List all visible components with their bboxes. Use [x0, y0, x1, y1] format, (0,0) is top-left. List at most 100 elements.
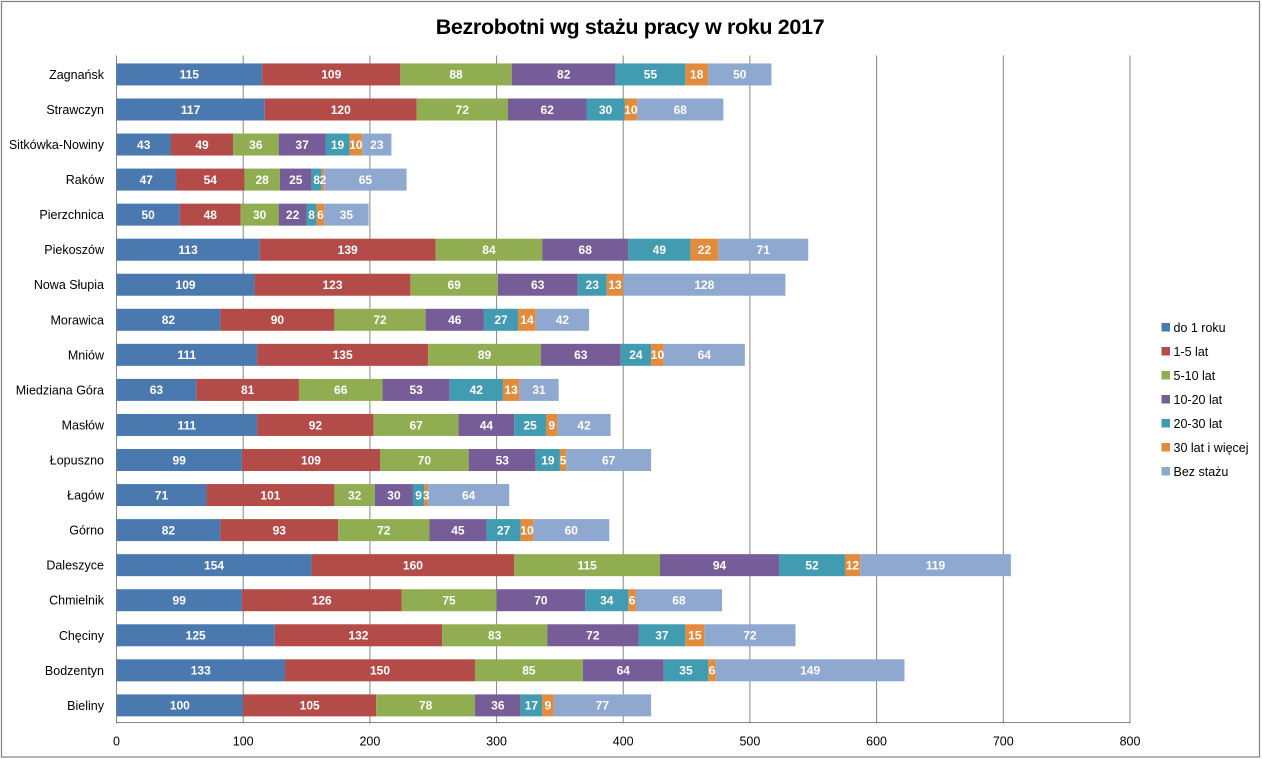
- svg-text:81: 81: [241, 383, 255, 397]
- svg-text:5: 5: [560, 453, 567, 467]
- svg-text:Strawczyn: Strawczyn: [46, 103, 104, 117]
- svg-text:126: 126: [312, 594, 332, 608]
- svg-text:do 1 roku: do 1 roku: [1174, 321, 1226, 335]
- svg-text:72: 72: [456, 103, 470, 117]
- svg-text:30 lat i więcej: 30 lat i więcej: [1174, 441, 1249, 455]
- svg-text:Bezrobotni wg stażu pracy w ro: Bezrobotni wg stażu pracy w roku 2017: [436, 15, 825, 39]
- svg-text:150: 150: [370, 664, 390, 678]
- svg-text:Zagnańsk: Zagnańsk: [49, 68, 105, 82]
- svg-text:65: 65: [359, 173, 373, 187]
- svg-text:60: 60: [565, 523, 579, 537]
- svg-text:67: 67: [409, 418, 423, 432]
- svg-text:109: 109: [301, 453, 321, 467]
- svg-text:42: 42: [556, 313, 570, 327]
- svg-text:66: 66: [334, 383, 348, 397]
- svg-text:Chmielnik: Chmielnik: [49, 594, 105, 608]
- svg-text:154: 154: [204, 558, 224, 572]
- svg-text:Masłów: Masłów: [62, 418, 105, 432]
- svg-text:30: 30: [253, 208, 267, 222]
- svg-text:111: 111: [177, 348, 196, 362]
- svg-text:23: 23: [370, 138, 384, 152]
- svg-text:44: 44: [480, 418, 494, 432]
- svg-text:63: 63: [150, 383, 164, 397]
- svg-text:50: 50: [141, 208, 155, 222]
- svg-text:63: 63: [574, 348, 588, 362]
- svg-text:15: 15: [688, 629, 702, 643]
- svg-text:72: 72: [377, 523, 391, 537]
- svg-text:123: 123: [322, 278, 342, 292]
- svg-text:117: 117: [181, 103, 201, 117]
- svg-text:18: 18: [690, 68, 704, 82]
- svg-text:75: 75: [442, 594, 456, 608]
- svg-text:82: 82: [162, 313, 176, 327]
- svg-text:6: 6: [317, 208, 324, 222]
- svg-text:82: 82: [162, 523, 176, 537]
- svg-text:64: 64: [698, 348, 712, 362]
- svg-text:12: 12: [846, 558, 860, 572]
- svg-text:0: 0: [113, 735, 120, 749]
- svg-text:10: 10: [349, 138, 363, 152]
- svg-text:89: 89: [478, 348, 492, 362]
- svg-text:100: 100: [170, 699, 190, 713]
- svg-text:120: 120: [331, 103, 351, 117]
- svg-text:500: 500: [739, 735, 760, 749]
- svg-text:45: 45: [451, 523, 465, 537]
- svg-text:109: 109: [321, 68, 341, 82]
- svg-text:132: 132: [348, 629, 368, 643]
- svg-text:Daleszyce: Daleszyce: [46, 559, 104, 573]
- svg-text:10-20 lat: 10-20 lat: [1174, 393, 1223, 407]
- svg-text:69: 69: [447, 278, 461, 292]
- svg-text:10: 10: [651, 348, 665, 362]
- svg-text:71: 71: [757, 243, 771, 257]
- svg-text:84: 84: [482, 243, 496, 257]
- svg-text:53: 53: [409, 383, 423, 397]
- svg-text:42: 42: [577, 418, 591, 432]
- svg-text:35: 35: [679, 664, 693, 678]
- svg-text:68: 68: [579, 243, 593, 257]
- svg-text:48: 48: [204, 208, 218, 222]
- svg-text:92: 92: [309, 418, 323, 432]
- svg-text:52: 52: [805, 558, 819, 572]
- svg-text:31: 31: [532, 383, 546, 397]
- svg-text:300: 300: [486, 735, 507, 749]
- svg-text:600: 600: [866, 735, 887, 749]
- svg-text:50: 50: [733, 68, 747, 82]
- svg-text:62: 62: [541, 103, 555, 117]
- svg-text:8: 8: [313, 173, 320, 187]
- svg-text:83: 83: [488, 629, 502, 643]
- svg-text:88: 88: [449, 68, 463, 82]
- svg-text:1-5 lat: 1-5 lat: [1174, 345, 1209, 359]
- svg-text:93: 93: [273, 523, 287, 537]
- svg-text:Bez stażu: Bez stażu: [1174, 465, 1229, 479]
- svg-text:Mniów: Mniów: [68, 348, 105, 362]
- svg-text:25: 25: [289, 173, 303, 187]
- svg-text:Morawica: Morawica: [51, 313, 105, 327]
- svg-text:Górno: Górno: [69, 524, 104, 538]
- svg-text:78: 78: [419, 699, 433, 713]
- svg-text:72: 72: [373, 313, 387, 327]
- svg-text:19: 19: [331, 138, 345, 152]
- svg-text:10: 10: [520, 523, 534, 537]
- svg-text:Raków: Raków: [66, 173, 105, 187]
- svg-text:101: 101: [260, 488, 280, 502]
- svg-text:43: 43: [137, 138, 151, 152]
- svg-text:82: 82: [557, 68, 571, 82]
- svg-text:22: 22: [286, 208, 300, 222]
- svg-text:37: 37: [295, 138, 309, 152]
- svg-text:10: 10: [624, 103, 638, 117]
- svg-text:139: 139: [338, 243, 358, 257]
- svg-text:113: 113: [178, 243, 198, 257]
- svg-text:13: 13: [608, 278, 622, 292]
- svg-text:54: 54: [204, 173, 218, 187]
- svg-text:72: 72: [586, 629, 600, 643]
- svg-text:34: 34: [600, 594, 614, 608]
- svg-text:53: 53: [496, 453, 510, 467]
- svg-text:100: 100: [233, 735, 254, 749]
- svg-text:125: 125: [186, 629, 206, 643]
- svg-text:9: 9: [545, 699, 552, 713]
- svg-text:94: 94: [713, 558, 727, 572]
- svg-text:77: 77: [596, 699, 610, 713]
- svg-text:Bodzentyn: Bodzentyn: [45, 664, 104, 678]
- svg-text:42: 42: [470, 383, 484, 397]
- svg-text:70: 70: [534, 594, 548, 608]
